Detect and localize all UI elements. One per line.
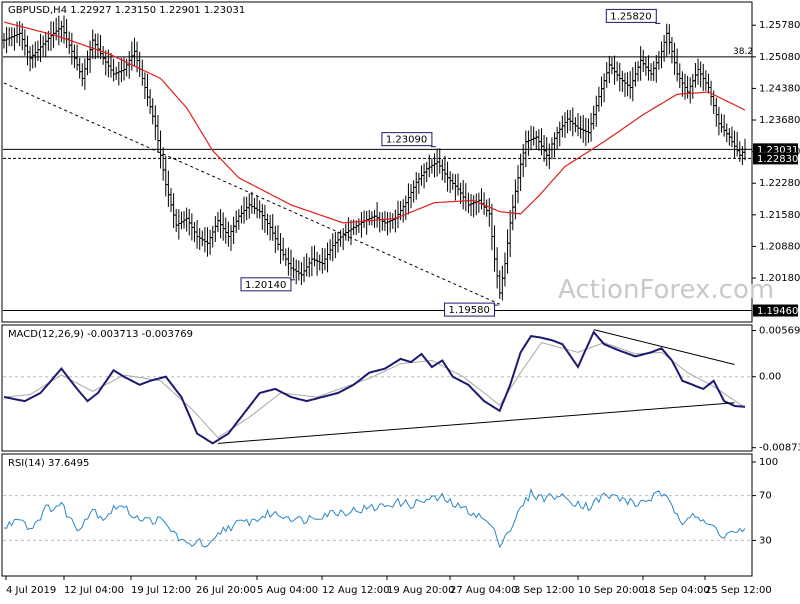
macd-trend-line [593,329,735,366]
x-tick-label: 12 Jul 04:00 [64,585,124,596]
fib-level-label: 38.2 [733,47,753,57]
price-tick-label: 1.22280 [759,178,800,189]
macd-tick-label: -0.008737 [759,443,800,454]
macd-tick-label: 0.005694 [759,325,800,336]
price-tick-label: 1.20880 [759,241,800,252]
x-tick-label: 12 Aug 12:00 [322,585,389,596]
price-annotation-label: 1.20140 [245,280,286,291]
price-tick-label: 1.24380 [759,83,800,94]
price-level-box [753,304,798,317]
x-tick-label: 4 Jul 2019 [6,585,56,596]
macd-trend-line [217,402,735,444]
price-level-label: 1.23031 [757,145,798,156]
price-annotation-label: 1.23090 [386,135,427,146]
price-tick-label: 1.25080 [759,52,800,63]
price-level-label: 1.19460 [757,306,798,317]
price-title: GBPUSD,H4 1.22927 1.23150 1.22901 1.2303… [8,5,245,16]
macd-signal-line [3,342,746,439]
rsi-tick-label: 30 [759,535,772,546]
macd-title: MACD(12,26,9) -0.003713 -0.003769 [8,329,193,340]
x-tick-label: 27 Aug 04:00 [450,585,517,596]
rsi-panel-frame [1,453,753,577]
macd-tick-label: 0.00 [759,372,781,383]
rsi-tick-label: 100 [759,457,778,468]
price-annotation: 1.20140 [240,277,296,292]
macd-line [3,330,746,445]
x-tick-label: 3 Sep 12:00 [514,585,574,596]
ema-line [3,21,746,224]
price-annotation: 1.23090 [381,132,436,148]
price-panel-frame [1,1,753,323]
price-level-box [753,143,798,156]
price-level-label: 1.22830 [757,154,798,165]
x-tick-label: 18 Sep 04:00 [643,585,710,596]
price-annotation-box [381,132,433,147]
watermark: ActionForex.com [558,275,774,305]
price-tick-label: 1.23680 [759,115,800,126]
price-annotation-label: 1.19580 [449,305,490,316]
price-annotation-label: 1.25820 [610,11,651,22]
price-tick-label: 1.25780 [759,20,800,31]
x-tick-label: 19 Jul 12:00 [131,585,191,596]
price-annotation-box [240,277,292,292]
price-tick-label: 1.20180 [759,273,800,284]
x-tick-label: 19 Aug 20:00 [387,585,454,596]
price-annotation-box [605,8,657,23]
price-level-box [753,152,798,165]
x-tick-label: 25 Sep 12:00 [705,585,772,596]
x-tick-label: 10 Sep 20:00 [578,585,645,596]
ohlc-bar [743,138,747,161]
x-tick-label: 5 Aug 04:00 [257,585,318,596]
x-tick-label: 26 Jul 20:00 [196,585,256,596]
price-tick-label: 1.21580 [759,210,800,221]
price-annotation: 1.19580 [444,302,499,317]
price-annotation-box [444,302,496,317]
macd-panel-frame [1,324,753,452]
rsi-tick-label: 70 [759,491,772,502]
price-annotation: 1.25820 [605,8,661,24]
rsi-line [3,487,746,549]
rsi-title: RSI(14) 37.6495 [8,458,89,469]
